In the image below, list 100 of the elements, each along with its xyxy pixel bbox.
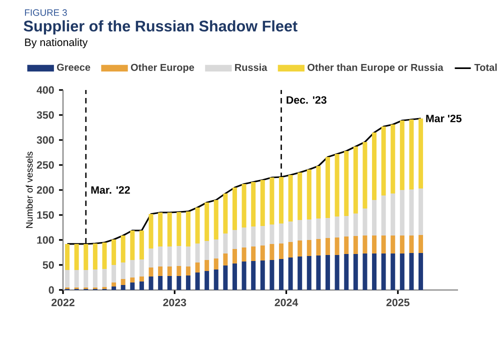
bar (251, 246, 256, 261)
bar (306, 240, 312, 256)
legend-label: Russia (235, 64, 268, 71)
bar (288, 257, 293, 290)
bar (298, 172, 302, 220)
bar (176, 212, 182, 246)
caption: FIGURE 3 (25, 9, 67, 16)
bar (158, 246, 163, 266)
bar (326, 218, 330, 238)
bar (390, 235, 396, 254)
bar (139, 230, 144, 260)
bar (344, 150, 349, 216)
bar (381, 195, 386, 236)
bar (186, 211, 190, 246)
bar (214, 239, 218, 258)
legend-label: Other Europe (130, 64, 194, 73)
bar (288, 242, 293, 258)
bar (242, 184, 246, 228)
bar (195, 243, 200, 262)
bar (316, 255, 321, 290)
bar (381, 235, 386, 254)
bar (251, 182, 256, 226)
bar (223, 233, 228, 254)
legend-label: Total (474, 64, 497, 71)
bar (409, 235, 414, 253)
bar (232, 248, 237, 264)
bar (214, 200, 218, 240)
bar (120, 262, 126, 279)
bar (298, 240, 302, 256)
bar (112, 239, 116, 265)
bar (158, 212, 163, 246)
x-tick-label: 2022 (52, 298, 74, 306)
bar (176, 246, 182, 266)
bar (260, 245, 265, 260)
bar (278, 243, 284, 259)
bar (316, 238, 321, 256)
bar (334, 237, 340, 255)
bar (120, 284, 126, 290)
bar (204, 240, 210, 260)
bar (270, 244, 274, 260)
bar (326, 254, 330, 290)
bar (344, 216, 349, 236)
bar (167, 246, 172, 266)
bar (84, 270, 88, 288)
chart-title: Supplier of the Russian Shadow Fleet (24, 20, 298, 35)
bar (344, 236, 349, 254)
bar (298, 220, 302, 240)
bar (242, 261, 246, 290)
bar (409, 119, 414, 190)
bar (362, 142, 368, 208)
y-tick-label: 50 (42, 261, 54, 269)
annotation: Mar '25 (426, 114, 462, 122)
bar (232, 230, 237, 249)
bar (251, 260, 256, 290)
bar (334, 216, 340, 238)
bar (112, 282, 116, 286)
bar (195, 207, 200, 244)
bar (251, 226, 256, 246)
bar (316, 218, 321, 239)
bar (130, 230, 135, 260)
chart-subtitle: By nationality (25, 38, 88, 48)
y-tick-label: 250 (36, 161, 54, 169)
bar (400, 235, 404, 254)
bar (139, 276, 144, 282)
bar (316, 166, 321, 218)
bar (158, 276, 163, 290)
bar (288, 174, 293, 222)
bar (204, 202, 210, 241)
bar (306, 219, 312, 240)
bar (306, 169, 312, 220)
bar (418, 252, 424, 290)
bar (278, 223, 284, 244)
x-tick-label: 2024 (274, 298, 298, 306)
bar (102, 268, 107, 287)
bar (278, 176, 284, 224)
legend-label: Greece (57, 64, 90, 71)
ref-line-label: Mar. '22 (91, 186, 130, 194)
bar (242, 227, 246, 248)
bar (139, 281, 144, 290)
bar (400, 253, 404, 290)
bar (130, 277, 135, 282)
bar (362, 235, 368, 254)
y-tick-label: 200 (36, 186, 54, 194)
bar (270, 177, 274, 224)
bar (195, 272, 200, 290)
bar (298, 256, 302, 290)
y-axis-title: Number of vessels (26, 152, 33, 228)
bar (148, 276, 154, 290)
bar (390, 124, 396, 194)
bar (204, 260, 210, 271)
bar (353, 254, 358, 290)
bar (204, 270, 210, 290)
bar (186, 275, 190, 290)
bar (372, 132, 377, 200)
bar (167, 266, 172, 276)
bar (167, 276, 172, 290)
bar (130, 260, 135, 278)
bar (372, 253, 377, 290)
bar (400, 190, 404, 236)
bar (344, 254, 349, 290)
